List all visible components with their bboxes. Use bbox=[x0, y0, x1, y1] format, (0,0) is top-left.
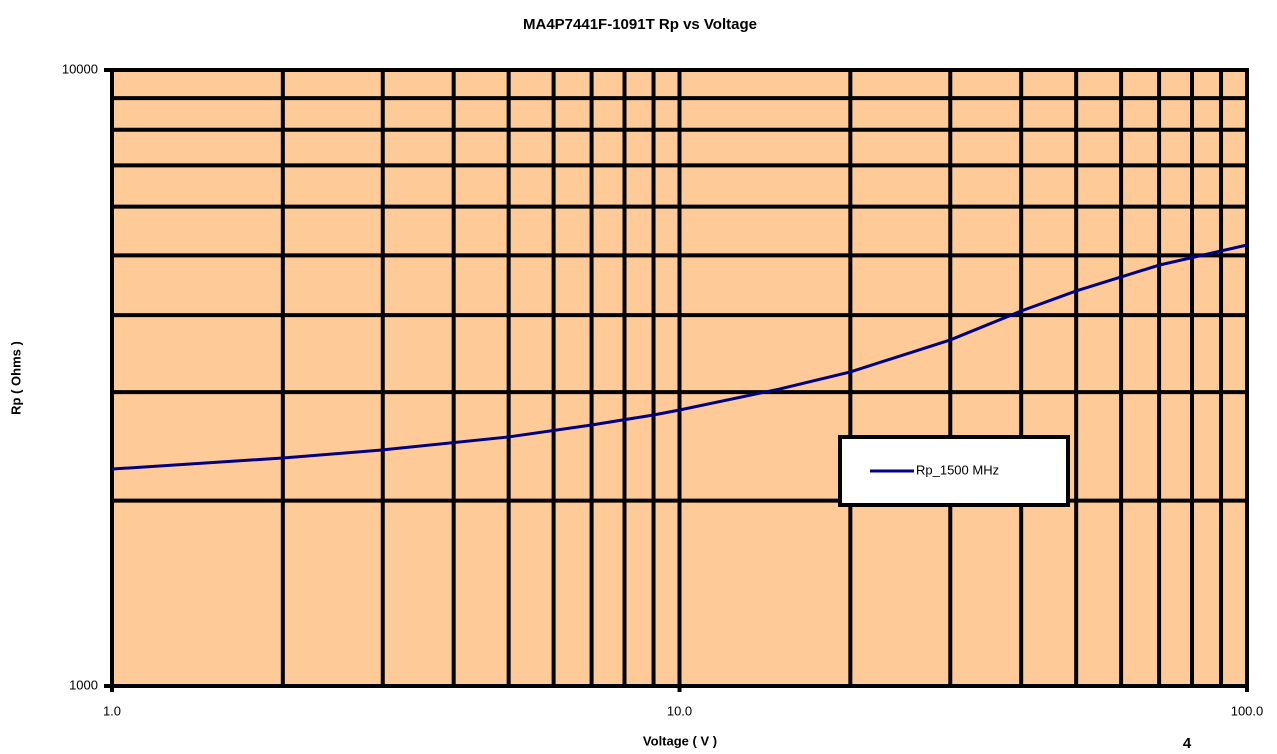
chart-title: MA4P7441F-1091T Rp vs Voltage bbox=[523, 16, 757, 33]
plot-border bbox=[110, 68, 1249, 688]
y-tick-label: 10000 bbox=[62, 61, 98, 76]
series-line bbox=[111, 243, 1248, 471]
x-axis-label: Voltage ( V ) bbox=[643, 733, 717, 748]
x-tick-label: 100.0 bbox=[1231, 703, 1264, 718]
page-number: 4 bbox=[1183, 735, 1192, 752]
x-tick-label: 1.0 bbox=[103, 703, 121, 718]
x-tick-label: 10.0 bbox=[667, 703, 692, 718]
y-axis-label: Rp ( Ohms ) bbox=[8, 341, 23, 415]
y-tick-label: 1000 bbox=[69, 677, 98, 692]
legend-label: Rp_1500 MHz bbox=[916, 462, 999, 477]
